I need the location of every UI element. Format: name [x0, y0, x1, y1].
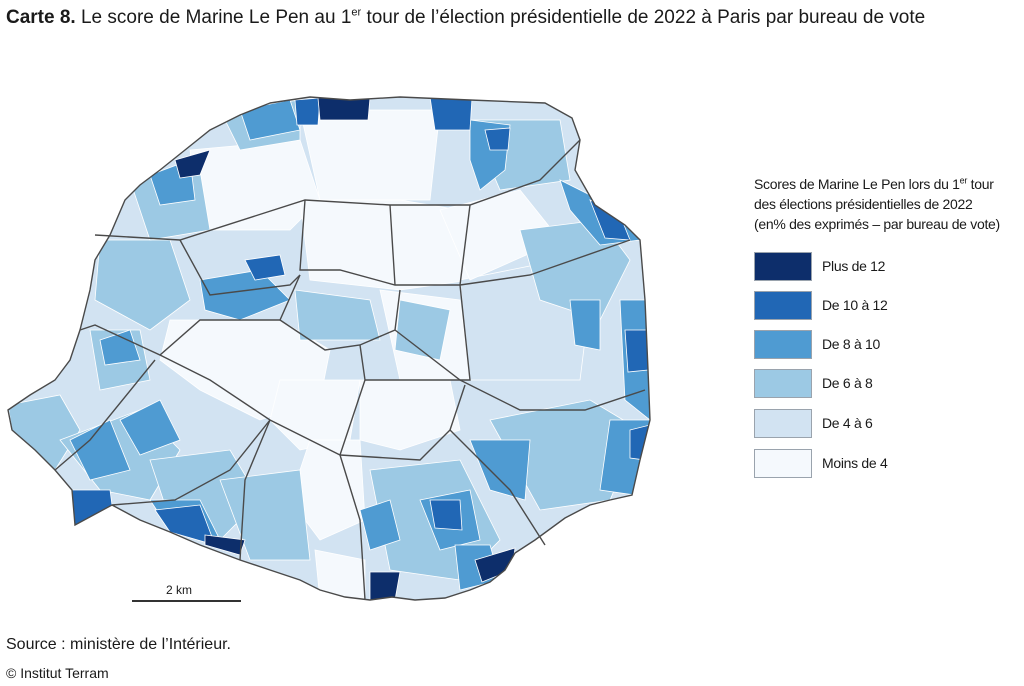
legend-swatch — [754, 330, 812, 359]
legend-swatch — [754, 369, 812, 398]
legend-label: De 6 à 8 — [822, 375, 873, 391]
arrondissement-boundaries — [7, 96, 651, 601]
legend-swatch — [754, 291, 812, 320]
map-title: Carte 8. Le score de Marine Le Pen au 1e… — [6, 6, 1006, 30]
legend-label: De 4 à 6 — [822, 415, 873, 431]
legend-item: De 8 à 10 — [754, 330, 1014, 360]
legend-label: Moins de 4 — [822, 455, 888, 471]
legend-item: De 6 à 8 — [754, 369, 1014, 399]
legend: Scores de Marine Le Pen lors du 1er tour… — [754, 174, 1024, 478]
legend-label: De 10 à 12 — [822, 297, 888, 313]
legend-label: Plus de 12 — [822, 258, 886, 274]
legend-item: De 4 à 6 — [754, 409, 1014, 439]
legend-swatch — [754, 449, 812, 478]
source-note: Source : ministère de l’Intérieur. — [6, 636, 231, 653]
legend-swatch — [754, 252, 812, 281]
paris-map — [7, 96, 651, 601]
scale-bar — [132, 600, 241, 602]
map-title-label: Carte 8. — [6, 7, 76, 28]
legend-item: De 10 à 12 — [754, 291, 1014, 321]
legend-swatch — [754, 409, 812, 438]
copyright-credit: © Institut Terram — [6, 665, 109, 681]
scale-label: 2 km — [166, 583, 193, 597]
map-title-text: Le score de Marine Le Pen au 1er tour de… — [80, 6, 926, 28]
legend-item: Plus de 12 — [754, 252, 1014, 282]
polling-precincts — [8, 97, 650, 600]
legend-title: Scores de Marine Le Pen lors du 1er tour… — [754, 175, 1000, 232]
legend-label: De 8 à 10 — [822, 336, 881, 352]
legend-item: Moins de 4 — [754, 449, 1014, 479]
